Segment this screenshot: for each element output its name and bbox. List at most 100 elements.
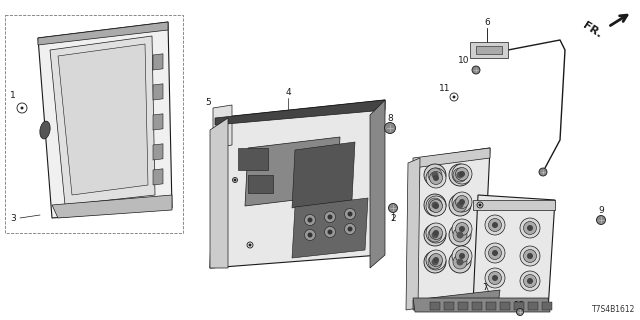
Text: 5: 5 bbox=[205, 98, 211, 107]
Circle shape bbox=[488, 271, 502, 284]
Circle shape bbox=[429, 172, 442, 185]
Circle shape bbox=[449, 164, 471, 186]
Polygon shape bbox=[238, 148, 268, 170]
Circle shape bbox=[524, 275, 536, 287]
Circle shape bbox=[431, 259, 438, 266]
Circle shape bbox=[488, 246, 502, 260]
Circle shape bbox=[456, 196, 468, 209]
Circle shape bbox=[520, 271, 540, 291]
Circle shape bbox=[424, 164, 446, 186]
Circle shape bbox=[431, 172, 438, 179]
Circle shape bbox=[459, 226, 465, 232]
Circle shape bbox=[234, 179, 236, 181]
Circle shape bbox=[485, 243, 505, 263]
Circle shape bbox=[449, 194, 471, 216]
Circle shape bbox=[431, 231, 438, 238]
Circle shape bbox=[459, 199, 465, 205]
Circle shape bbox=[539, 168, 547, 176]
Circle shape bbox=[428, 168, 442, 182]
Circle shape bbox=[452, 164, 472, 184]
Circle shape bbox=[524, 221, 536, 235]
Circle shape bbox=[431, 202, 438, 209]
Polygon shape bbox=[413, 298, 550, 312]
Circle shape bbox=[452, 219, 472, 239]
Circle shape bbox=[426, 196, 446, 216]
Ellipse shape bbox=[40, 121, 50, 139]
Circle shape bbox=[424, 251, 446, 273]
Circle shape bbox=[20, 107, 23, 109]
Polygon shape bbox=[430, 302, 440, 310]
Circle shape bbox=[527, 253, 533, 259]
Circle shape bbox=[453, 255, 467, 269]
Circle shape bbox=[516, 308, 524, 316]
Circle shape bbox=[426, 168, 446, 188]
Circle shape bbox=[492, 250, 498, 256]
Circle shape bbox=[385, 123, 396, 133]
Polygon shape bbox=[215, 100, 385, 125]
Circle shape bbox=[428, 198, 442, 212]
Text: 2: 2 bbox=[390, 213, 396, 222]
Circle shape bbox=[433, 230, 439, 236]
Text: 11: 11 bbox=[439, 84, 451, 92]
Circle shape bbox=[344, 223, 355, 235]
Polygon shape bbox=[413, 148, 490, 305]
Circle shape bbox=[433, 203, 439, 209]
Polygon shape bbox=[153, 169, 163, 185]
Polygon shape bbox=[444, 302, 454, 310]
Circle shape bbox=[328, 229, 333, 235]
Polygon shape bbox=[542, 302, 552, 310]
Circle shape bbox=[459, 171, 465, 177]
Circle shape bbox=[456, 231, 463, 238]
Circle shape bbox=[459, 253, 465, 259]
Circle shape bbox=[249, 244, 251, 246]
Circle shape bbox=[527, 278, 533, 284]
Circle shape bbox=[456, 222, 468, 236]
Circle shape bbox=[492, 222, 498, 228]
Circle shape bbox=[520, 218, 540, 238]
Polygon shape bbox=[473, 195, 555, 310]
Circle shape bbox=[485, 215, 505, 235]
Polygon shape bbox=[245, 137, 340, 206]
Polygon shape bbox=[38, 22, 172, 218]
Circle shape bbox=[452, 192, 472, 212]
Circle shape bbox=[424, 224, 446, 246]
Circle shape bbox=[307, 218, 312, 222]
Text: 7: 7 bbox=[482, 284, 488, 292]
Text: 4: 4 bbox=[285, 87, 291, 97]
Polygon shape bbox=[153, 84, 163, 100]
Circle shape bbox=[348, 227, 353, 231]
Polygon shape bbox=[153, 144, 163, 160]
Polygon shape bbox=[514, 302, 524, 310]
Circle shape bbox=[424, 194, 446, 216]
Circle shape bbox=[527, 225, 533, 231]
Circle shape bbox=[328, 214, 333, 220]
Polygon shape bbox=[213, 105, 232, 148]
Polygon shape bbox=[528, 302, 538, 310]
Circle shape bbox=[307, 233, 312, 237]
Text: 8: 8 bbox=[387, 114, 393, 123]
Circle shape bbox=[429, 199, 442, 212]
Polygon shape bbox=[486, 302, 496, 310]
Polygon shape bbox=[50, 36, 155, 205]
Polygon shape bbox=[153, 114, 163, 130]
Circle shape bbox=[488, 219, 502, 231]
Circle shape bbox=[456, 250, 468, 262]
Polygon shape bbox=[476, 46, 502, 54]
Circle shape bbox=[492, 275, 498, 281]
Circle shape bbox=[426, 250, 446, 270]
Circle shape bbox=[324, 212, 335, 222]
Polygon shape bbox=[473, 200, 555, 210]
Circle shape bbox=[388, 204, 397, 212]
Circle shape bbox=[426, 223, 446, 243]
Circle shape bbox=[428, 255, 442, 269]
Circle shape bbox=[429, 253, 442, 267]
Circle shape bbox=[472, 66, 480, 74]
Text: FR.: FR. bbox=[581, 20, 604, 40]
Circle shape bbox=[453, 198, 467, 212]
Circle shape bbox=[452, 246, 472, 266]
Circle shape bbox=[456, 202, 463, 209]
Circle shape bbox=[324, 227, 335, 237]
Polygon shape bbox=[458, 302, 468, 310]
Text: 10: 10 bbox=[458, 55, 470, 65]
Text: T7S4B1612: T7S4B1612 bbox=[591, 305, 635, 314]
